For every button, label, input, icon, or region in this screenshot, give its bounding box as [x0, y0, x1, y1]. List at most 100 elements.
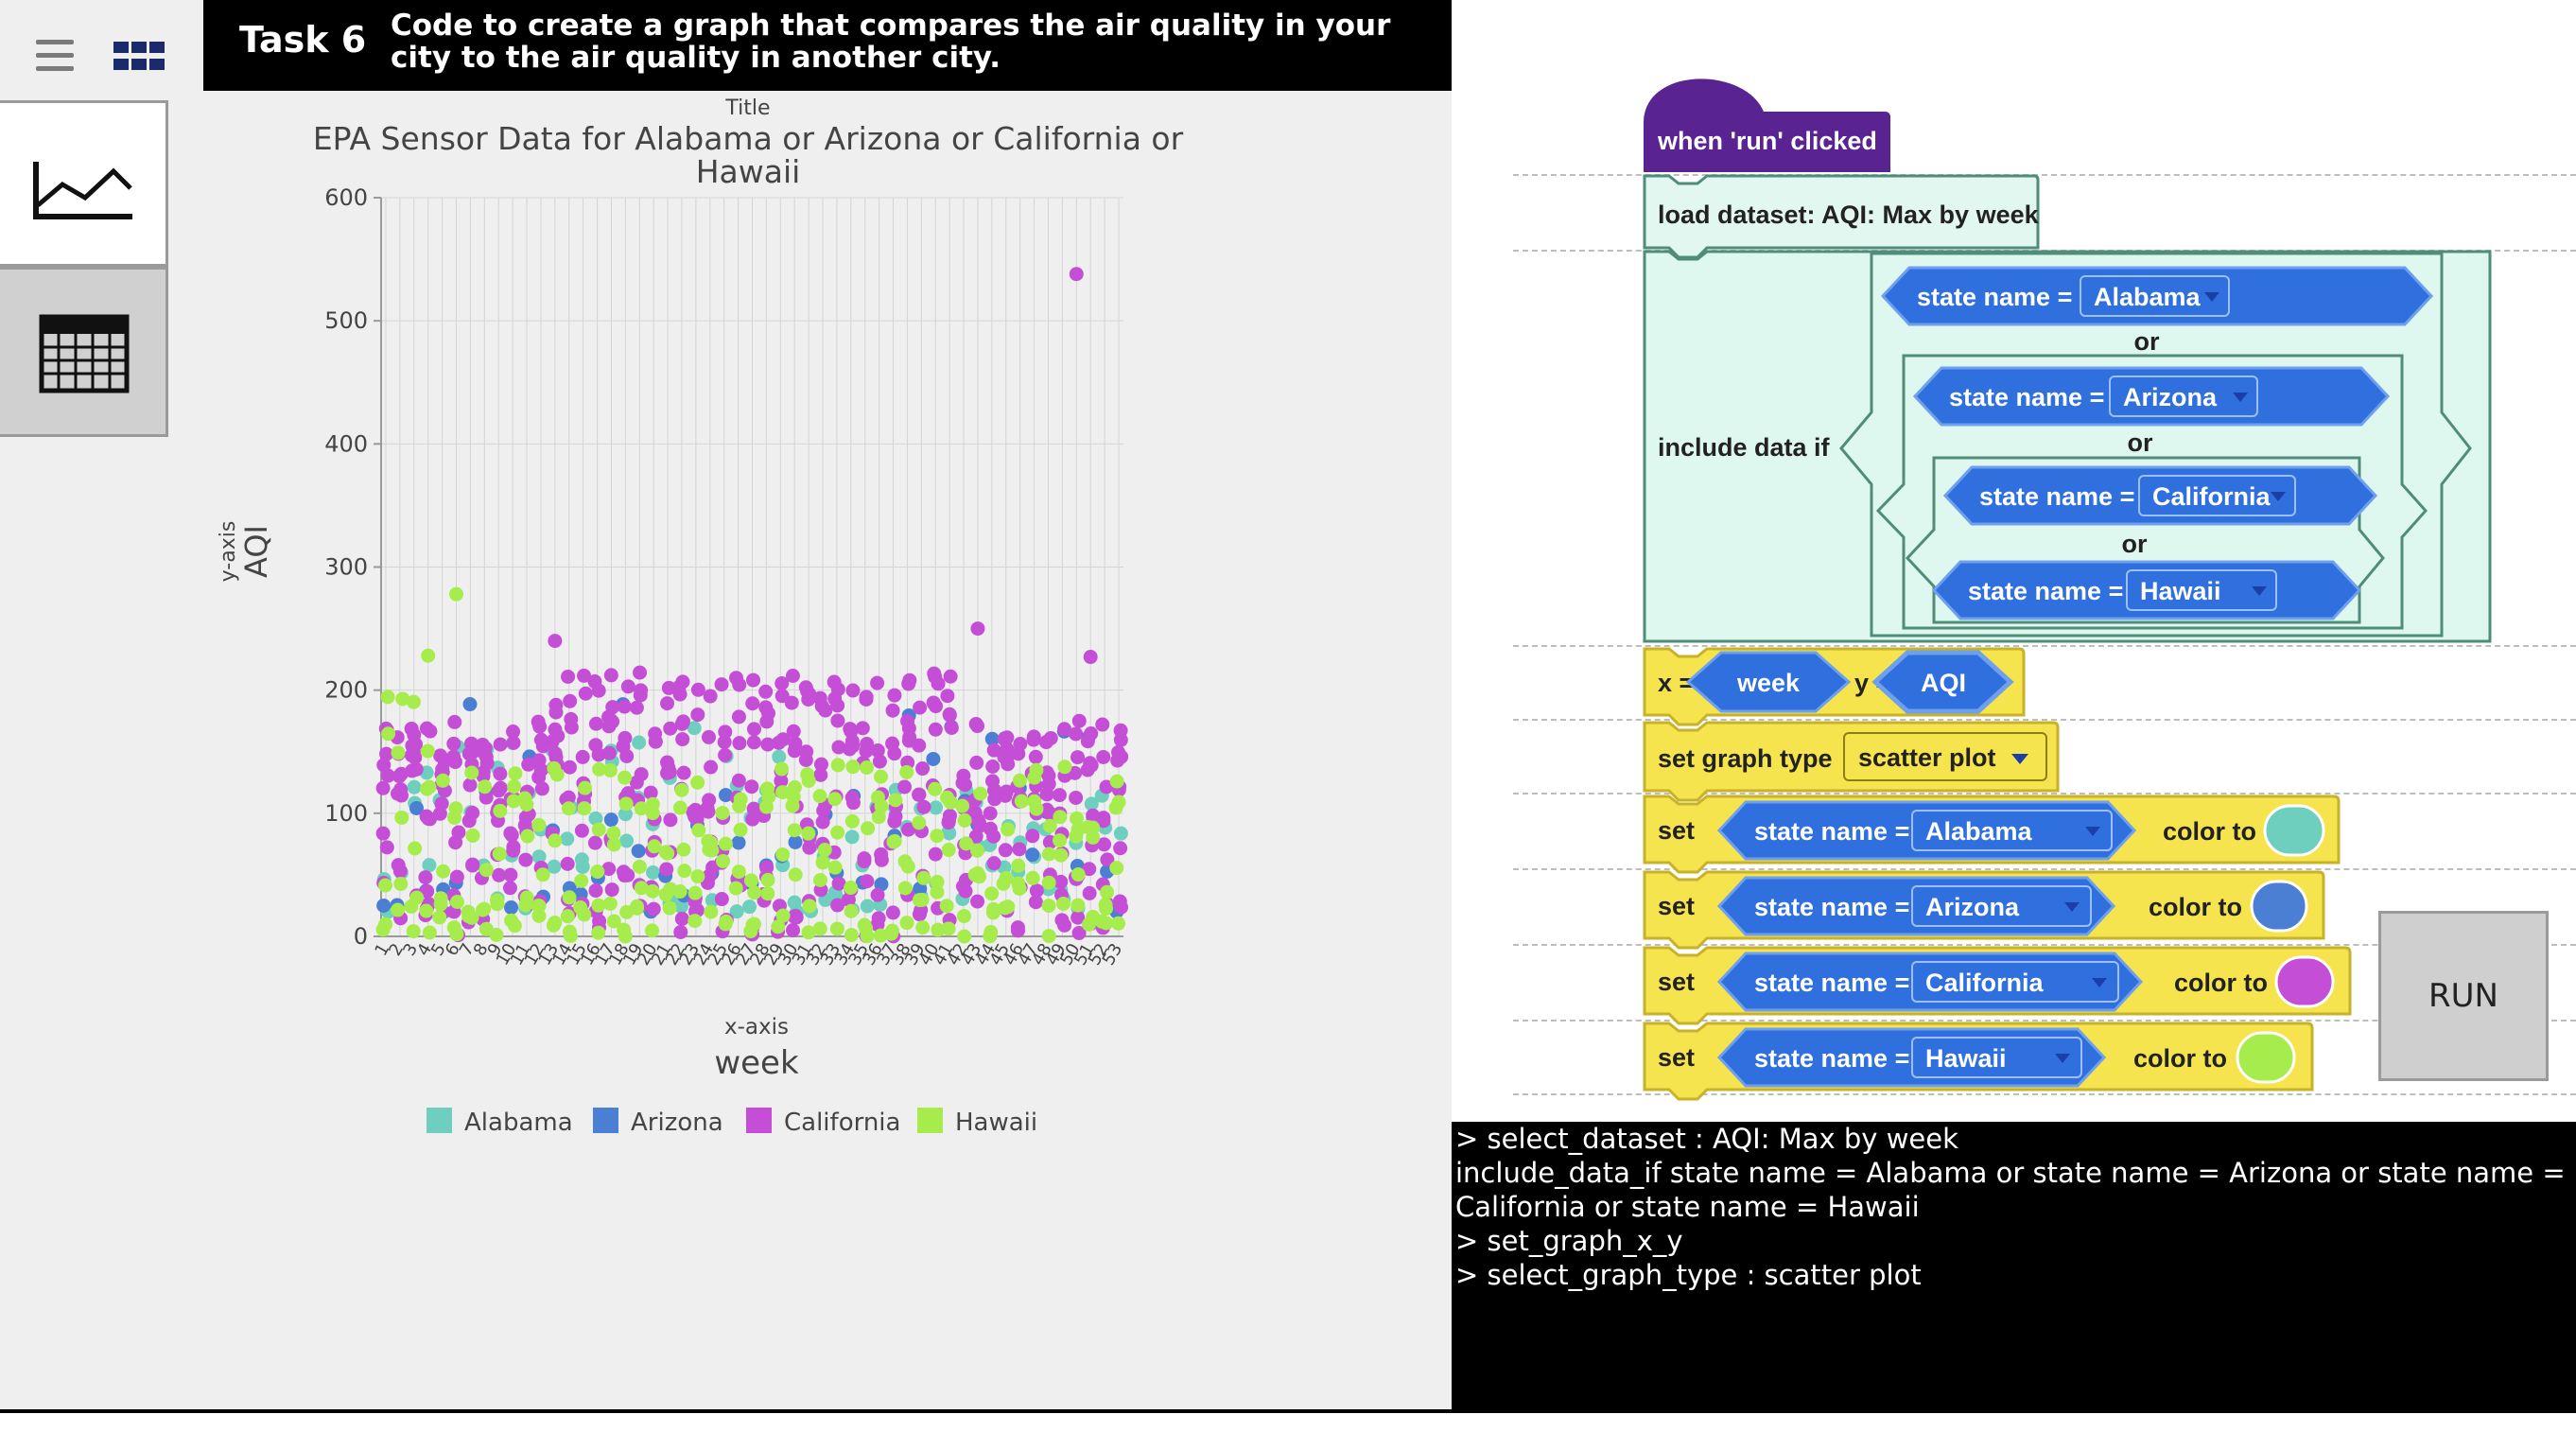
data-point [479, 749, 494, 764]
data-point [561, 801, 576, 816]
data-point [547, 859, 562, 874]
set-graph-type-block[interactable]: set graph type scatter plot [1643, 721, 2060, 802]
data-point [1052, 788, 1067, 803]
include-data-block[interactable]: include data if or or or [1643, 250, 2492, 643]
load-dataset-label: load dataset: AQI: Max by week [1658, 201, 2040, 229]
graph-view-tab[interactable] [0, 100, 168, 267]
condition-alabama[interactable]: state name = Alabama [1880, 266, 2434, 326]
data-point [701, 729, 716, 744]
apps-grid-icon[interactable] [106, 36, 165, 79]
data-point [601, 862, 617, 877]
data-point [1057, 722, 1072, 737]
chevron-down-icon [2055, 1054, 2070, 1063]
data-point [972, 869, 987, 884]
y-tick-label: 0 [354, 923, 368, 950]
state-dropdown[interactable] [1911, 961, 2119, 1003]
color-swatch[interactable] [2274, 955, 2335, 1008]
set-color-block-california[interactable]: set state name = California color to [1643, 946, 2352, 1025]
data-point [744, 779, 759, 795]
legend-label: Alabama [464, 1109, 573, 1137]
data-point [1026, 732, 1041, 747]
data-point [959, 836, 974, 851]
data-point [618, 833, 634, 848]
data-point [812, 872, 827, 887]
data-point [592, 761, 607, 777]
state-dropdown[interactable] [2080, 275, 2230, 317]
data-point [1082, 885, 1097, 900]
state-dropdown[interactable] [1911, 1037, 2082, 1078]
data-point [521, 757, 536, 772]
data-point [887, 833, 902, 848]
graph-type-dropdown[interactable] [1843, 732, 2047, 781]
color-swatch[interactable] [2250, 880, 2308, 933]
data-point [983, 806, 998, 821]
data-point [602, 896, 618, 911]
data-point [436, 864, 451, 879]
data-point [677, 864, 692, 879]
data-points [375, 267, 1129, 944]
data-point [784, 695, 799, 710]
state-dropdown[interactable] [1911, 885, 2092, 927]
set-color-block-alabama[interactable]: set state name = Alabama color to [1643, 795, 2341, 874]
data-point [675, 674, 690, 690]
data-point [831, 876, 846, 891]
data-point [1000, 742, 1015, 757]
state-dropdown[interactable] [2138, 475, 2296, 516]
data-point [1053, 810, 1068, 825]
data-point [672, 800, 688, 815]
data-point [632, 735, 647, 750]
data-point [548, 697, 564, 712]
data-point [745, 812, 760, 827]
data-point [1068, 765, 1083, 780]
data-point [802, 687, 817, 702]
state-dropdown[interactable] [1911, 810, 2113, 851]
data-point-outlier [970, 621, 985, 637]
data-point [563, 693, 578, 708]
data-point [662, 900, 677, 916]
condition-hawaii[interactable]: state name = Hawaii [1931, 560, 2362, 620]
data-point [1041, 875, 1056, 890]
hamburger-menu-icon[interactable] [26, 32, 87, 79]
data-point [759, 860, 775, 875]
color-swatch[interactable] [2263, 804, 2325, 857]
state-dropdown[interactable] [2109, 375, 2258, 417]
table-view-tab[interactable] [0, 267, 168, 437]
data-point [813, 767, 828, 782]
data-point [1025, 870, 1040, 885]
data-point [888, 793, 903, 808]
data-point [560, 909, 575, 924]
data-point [1100, 852, 1115, 867]
data-point [1082, 917, 1097, 932]
state-dropdown[interactable] [2126, 569, 2277, 611]
run-button[interactable]: RUN [2378, 911, 2549, 1081]
load-dataset-block[interactable]: load dataset: AQI: Max by week [1643, 174, 2040, 259]
x-axis-caption: x-axis [724, 1015, 789, 1039]
condition-california[interactable]: state name = California [1942, 465, 2378, 526]
data-point [1025, 829, 1040, 844]
data-point [844, 724, 859, 739]
set-xy-block[interactable]: x = week y = AQI [1643, 647, 2026, 726]
data-point [703, 689, 718, 704]
data-point [870, 887, 885, 902]
data-point [885, 923, 900, 938]
condition-arizona[interactable]: state name = Arizona [1912, 366, 2391, 427]
color-swatch[interactable] [2236, 1031, 2296, 1084]
event-block[interactable]: when 'run' clicked [1644, 79, 1890, 172]
data-point [603, 812, 618, 828]
data-point [998, 788, 1013, 803]
data-point [731, 864, 746, 880]
chart-title-line2: Hawaii [696, 153, 801, 190]
data-point [519, 890, 534, 905]
data-point [1111, 795, 1126, 810]
data-point [873, 928, 888, 943]
data-point [817, 842, 832, 857]
data-point [629, 700, 644, 715]
or-label-1: or [2134, 327, 2160, 356]
data-point [606, 826, 621, 841]
data-point [633, 665, 648, 680]
legend-swatch [593, 1108, 618, 1133]
set-color-block-arizona[interactable]: set state name = Arizona color to [1643, 870, 2325, 950]
data-point [380, 690, 395, 705]
data-point [969, 843, 984, 858]
set-color-block-hawaii[interactable]: set state name = Hawaii color to [1643, 1022, 2314, 1101]
